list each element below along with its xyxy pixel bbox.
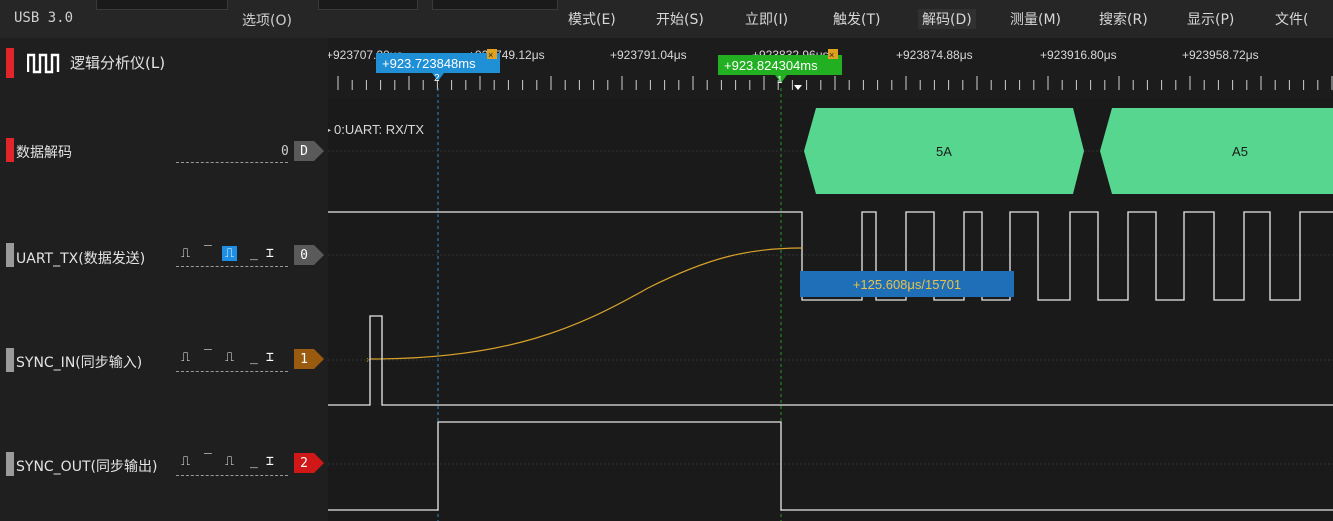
- sync-out-label[interactable]: SYNC_OUT(同步输出): [16, 459, 158, 475]
- sync-in-dash: [176, 371, 288, 372]
- uart-tx-badge[interactable]: 0: [294, 245, 314, 265]
- uart-tx-marker: [6, 243, 14, 267]
- cursor-2-flag[interactable]: +923.723848ms × 2: [376, 49, 500, 84]
- sync-in-label[interactable]: SYNC_IN(同步输入): [16, 355, 143, 371]
- analyzer-title: 逻辑分析仪(L): [70, 54, 166, 72]
- low-level-icon[interactable]: _: [250, 246, 258, 261]
- options-menu[interactable]: 选项(O): [242, 13, 292, 29]
- waveform-view[interactable]: +923707.20μs +923749.12μs +923791.04μs +…: [328, 38, 1333, 521]
- low-level-icon[interactable]: _: [250, 454, 258, 469]
- logic-waveform-icon: [27, 53, 60, 74]
- high-level-icon[interactable]: ‾: [204, 244, 212, 259]
- decode-badge-arrow: [314, 141, 324, 161]
- ruler-pointer: [794, 85, 802, 90]
- decoder-name: 0:UART: RX/TX: [334, 122, 424, 137]
- low-level-icon[interactable]: _: [250, 350, 258, 365]
- uart-tx-badge-arrow: [314, 245, 324, 265]
- any-edge-icon[interactable]: ⌶: [266, 246, 274, 261]
- cursor-2-time: +923.723848ms: [382, 56, 476, 71]
- any-edge-icon[interactable]: ⌶: [266, 350, 274, 365]
- cursor-2-close-icon: ×: [488, 50, 493, 60]
- decode-value: 5A: [936, 144, 952, 159]
- sync-in-badge[interactable]: 1: [294, 349, 314, 369]
- rising-edge-icon[interactable]: ⎍: [181, 246, 191, 261]
- any-edge-icon[interactable]: ⌶: [266, 454, 274, 469]
- channel-panel: 逻辑分析仪(L) 数据解码 0 D UART_TX(数据发送) ⎍ ‾ ⎍ _ …: [0, 38, 328, 521]
- menu-mode[interactable]: 模式(E): [568, 12, 616, 28]
- device-label: USB 3.0: [14, 10, 74, 26]
- ruler-tick-label: +923874.88μs: [896, 48, 973, 62]
- uart-tx-label[interactable]: UART_TX(数据发送): [16, 251, 146, 267]
- menu-bar: USB 3.0 选项(O) 模式(E) 开始(S) 立即(I) 触发(T) 解码…: [0, 0, 1333, 39]
- sync-in-marker: [6, 348, 14, 372]
- ruler-tick-label: +923791.04μs: [610, 48, 687, 62]
- decode-channel-label[interactable]: 数据解码: [16, 145, 72, 161]
- uart-tx-signal: [328, 211, 1333, 301]
- falling-edge-icon[interactable]: ⎍: [225, 350, 235, 365]
- sync-out-signal: [328, 421, 1333, 511]
- high-level-icon[interactable]: ‾: [204, 452, 212, 467]
- decode-frame[interactable]: [1100, 108, 1333, 194]
- sync-out-dash: [176, 475, 288, 476]
- analyzer-marker: [6, 48, 14, 78]
- cursor-2-number: 2: [434, 73, 440, 84]
- cursor-1-time: +923.824304ms: [724, 58, 818, 73]
- option-box-2[interactable]: [432, 0, 558, 10]
- measurement-label: +125.608μs/15701: [853, 277, 961, 292]
- menu-file[interactable]: 文件(: [1275, 12, 1309, 28]
- rising-edge-icon[interactable]: ⎍: [181, 454, 191, 469]
- menu-start[interactable]: 开始(S): [656, 12, 704, 28]
- ruler-tick-label: +923958.72μs: [1182, 48, 1259, 62]
- decode-badge[interactable]: D: [294, 141, 314, 161]
- decode-marker: [6, 138, 14, 162]
- decoder-expand-icon[interactable]: ▸: [328, 125, 331, 136]
- falling-edge-icon[interactable]: ⎍: [222, 246, 238, 261]
- falling-edge-icon[interactable]: ⎍: [225, 454, 235, 469]
- measurement-curve: [369, 247, 803, 360]
- sync-out-badge-arrow: [314, 453, 324, 473]
- device-selector-box[interactable]: [96, 0, 228, 10]
- rising-edge-icon[interactable]: ⎍: [181, 350, 191, 365]
- ruler-tick-label: +923916.80μs: [1040, 48, 1117, 62]
- time-ruler-ticks: [337, 76, 1333, 90]
- sync-out-marker: [6, 452, 14, 476]
- sync-out-badge[interactable]: 2: [294, 453, 314, 473]
- sync-in-badge-arrow: [314, 349, 324, 369]
- menu-display[interactable]: 显示(P): [1187, 12, 1235, 28]
- menu-decode[interactable]: 解码(D): [918, 9, 976, 29]
- decode-frame[interactable]: [804, 108, 1084, 194]
- cursor-1-flag[interactable]: +923.824304ms × 1: [718, 49, 842, 86]
- menu-trigger[interactable]: 触发(T): [833, 12, 881, 28]
- uart-tx-dash: [176, 266, 288, 267]
- menu-search[interactable]: 搜索(R): [1099, 12, 1148, 28]
- cursor-1-number: 1: [777, 75, 783, 86]
- decode-value: A5: [1232, 144, 1248, 159]
- measurement-box[interactable]: [800, 271, 1014, 297]
- menu-immediate[interactable]: 立即(I): [745, 12, 789, 28]
- waveform-canvas[interactable]: +923707.20μs +923749.12μs +923791.04μs +…: [328, 38, 1333, 521]
- option-box[interactable]: [318, 0, 418, 10]
- decode-index: 0: [281, 144, 289, 159]
- menu-measure[interactable]: 测量(M): [1010, 12, 1062, 28]
- decode-dash: [176, 162, 288, 163]
- cursor-1-close-icon: ×: [829, 50, 834, 60]
- sync-in-signal: [328, 315, 1333, 406]
- high-level-icon[interactable]: ‾: [204, 348, 212, 363]
